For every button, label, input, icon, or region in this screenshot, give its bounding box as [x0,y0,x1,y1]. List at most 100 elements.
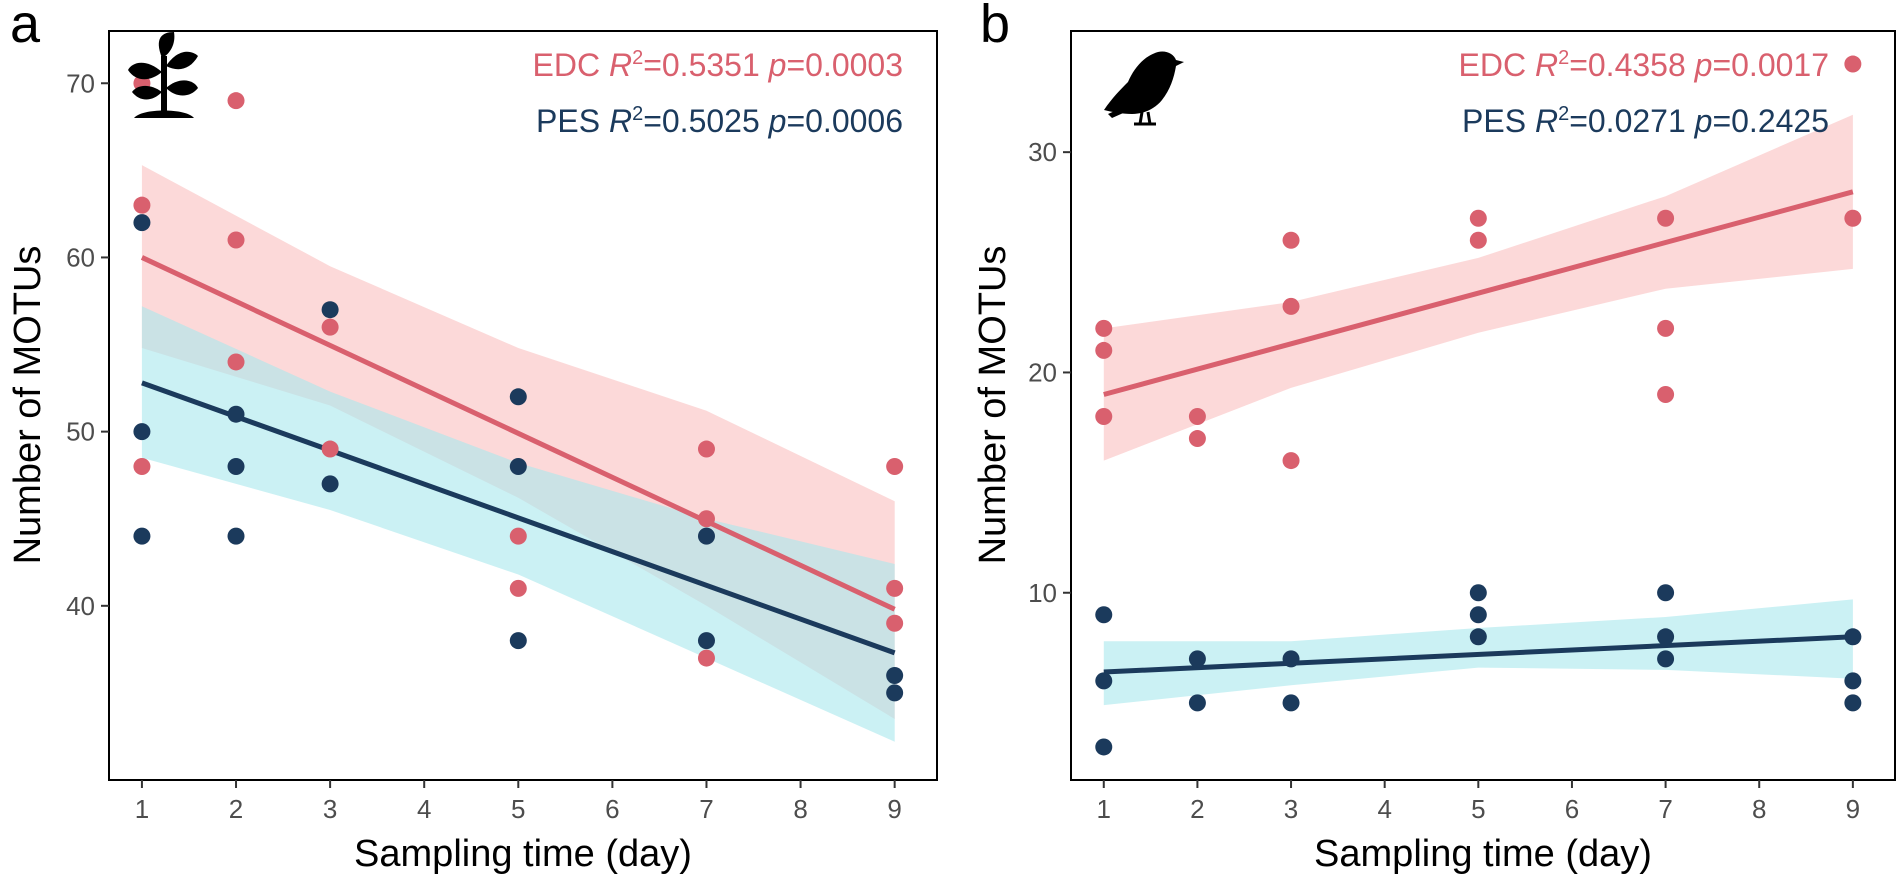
edc-data-point [697,649,715,667]
pes-data-point [1657,650,1675,668]
pes-data-point [1282,650,1300,668]
x-tick-label: 9 [887,794,901,824]
stat-fragment: 2 [1558,103,1569,125]
x-axis-label: Sampling time (day) [1314,833,1652,875]
stat-fragment: R [1535,103,1558,139]
x-tick-label: 4 [417,794,431,824]
x-tick-label: 1 [1097,794,1111,824]
stat-fragment: =0.0271 [1569,103,1694,139]
pes-data-point [321,475,339,493]
x-axis-label: Sampling time (day) [354,833,692,875]
x-tick-label: 6 [605,794,619,824]
pes-data-point [509,632,527,650]
edc-data-point [509,527,527,545]
pes-data-point [1657,628,1675,646]
stat-fragment: =0.5025 [643,103,768,139]
pes-fit-line [141,380,896,656]
pes-data-point [1095,606,1113,624]
stat-fragment: 2 [1558,47,1569,69]
stat-fragment: =0.0006 [786,103,903,139]
pes-data-point [227,405,245,423]
x-tick-label: 8 [1752,794,1766,824]
pes-data-point [133,423,151,441]
pes-data-point [321,301,339,319]
pes-data-point [697,527,715,545]
panel-a: a 1 2 3 4 5 6 7 8 9 40 50 60 70 Sampling time (day)… [7,0,938,875]
pes-data-point [1469,628,1487,646]
edc-fit-line [1103,189,1854,397]
edc-data-point [697,510,715,528]
pes-data-point [227,527,245,545]
pes-data-point [697,632,715,650]
x-tick-label: 1 [135,794,149,824]
edc-data-point [1282,231,1300,249]
pes-data-point [1844,628,1862,646]
x-tick-label: 7 [1658,794,1672,824]
stat-fragment: R [609,103,632,139]
edc-data-point [1188,430,1206,448]
x-tick-label: 5 [511,794,525,824]
x-tick-label: 9 [1846,794,1860,824]
x-tick-label: 4 [1377,794,1391,824]
stat-fragment: EDC [533,47,609,83]
stat-fragment: =0.4358 [1569,47,1694,83]
edc-data-point [1469,209,1487,227]
pes-data-point [509,388,527,406]
panel-letter-b: b [980,0,1010,54]
y-tick-label: 70 [66,68,95,98]
pes-data-point [1844,672,1862,690]
pes-data-point [1844,694,1862,712]
plant-seedling-icon [128,32,198,118]
plot-frame [108,30,938,781]
x-tick-label: 7 [699,794,713,824]
pes-data-point [133,214,151,232]
x-tick-label: 3 [323,794,337,824]
edc-data-point [1282,452,1300,470]
pes-data-point [1095,672,1113,690]
pes-data-point [1469,606,1487,624]
edc-data-point [1188,408,1206,426]
pes-data-point [1095,738,1113,756]
edc-data-point [321,440,339,458]
edc-regression-stats: EDC R2=0.5351 p=0.0003 [533,47,904,83]
edc-data-point [1095,408,1113,426]
pes-data-point [133,527,151,545]
edc-data-point [1657,319,1675,337]
pes-data-point [1469,584,1487,602]
fit-lines [140,255,896,656]
pes-data-point [886,666,904,684]
plot-frame [1070,30,1896,781]
edc-data-point [886,614,904,632]
stat-fragment: PES [1462,103,1535,139]
edc-data-point [1844,209,1862,227]
edc-data-point [1282,297,1300,315]
edc-data-point [509,579,527,597]
x-tick-label: 8 [793,794,807,824]
edc-data-point [133,196,151,214]
bird-icon [1104,51,1184,126]
y-tick-label: 50 [66,417,95,447]
edc-fit-line [140,255,896,612]
edc-data-point [886,457,904,475]
x-tick-label: 3 [1284,794,1298,824]
stat-fragment: p [1694,103,1713,139]
stat-fragment: =0.5351 [643,47,768,83]
edc-data-point [321,318,339,336]
edc-data-point [1657,385,1675,403]
x-tick-label: 2 [229,794,243,824]
y-axis-label: Number of MOTUs [972,246,1014,565]
stat-fragment: EDC [1459,47,1535,83]
y-axis-ticks: 40 50 60 70 [66,68,109,621]
edc-data-point [227,353,245,371]
edc-regression-stats: EDC R2=0.4358 p=0.0017 [1459,47,1830,83]
edc-data-point [227,92,245,110]
stat-fragment: =0.0003 [786,47,903,83]
stat-fragment: R [1535,47,1558,83]
y-axis-label: Number of MOTUs [7,246,49,565]
confidence-bands [141,165,895,742]
edc-data-point [1469,231,1487,249]
edc-data-point [1095,341,1113,359]
stat-fragment: 2 [632,103,643,125]
